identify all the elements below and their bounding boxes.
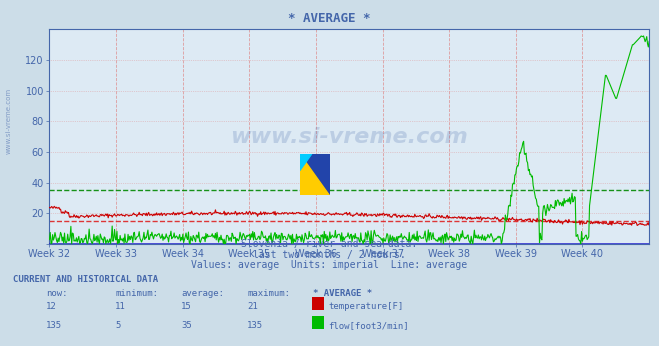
Text: www.si-vreme.com: www.si-vreme.com <box>231 127 468 147</box>
Text: 12: 12 <box>46 302 57 311</box>
Text: maximum:: maximum: <box>247 289 290 298</box>
Text: 11: 11 <box>115 302 126 311</box>
Text: Values: average  Units: imperial  Line: average: Values: average Units: imperial Line: av… <box>191 260 468 270</box>
Text: temperature[F]: temperature[F] <box>328 302 403 311</box>
Text: 135: 135 <box>247 321 263 330</box>
Text: 5: 5 <box>115 321 121 330</box>
Text: minimum:: minimum: <box>115 289 158 298</box>
Text: CURRENT AND HISTORICAL DATA: CURRENT AND HISTORICAL DATA <box>13 275 158 284</box>
Text: * AVERAGE *: * AVERAGE * <box>288 12 371 25</box>
Text: 35: 35 <box>181 321 192 330</box>
Polygon shape <box>300 154 330 195</box>
Polygon shape <box>300 154 330 195</box>
Text: www.si-vreme.com: www.si-vreme.com <box>5 88 11 154</box>
Text: 15: 15 <box>181 302 192 311</box>
Text: last two months / 2 hours.: last two months / 2 hours. <box>253 250 406 260</box>
Text: flow[foot3/min]: flow[foot3/min] <box>328 321 409 330</box>
Text: Slovenia / river and sea data.: Slovenia / river and sea data. <box>241 239 418 249</box>
Polygon shape <box>300 154 312 171</box>
Text: 135: 135 <box>46 321 62 330</box>
Text: 21: 21 <box>247 302 258 311</box>
Text: * AVERAGE *: * AVERAGE * <box>313 289 372 298</box>
Text: now:: now: <box>46 289 68 298</box>
Text: average:: average: <box>181 289 224 298</box>
